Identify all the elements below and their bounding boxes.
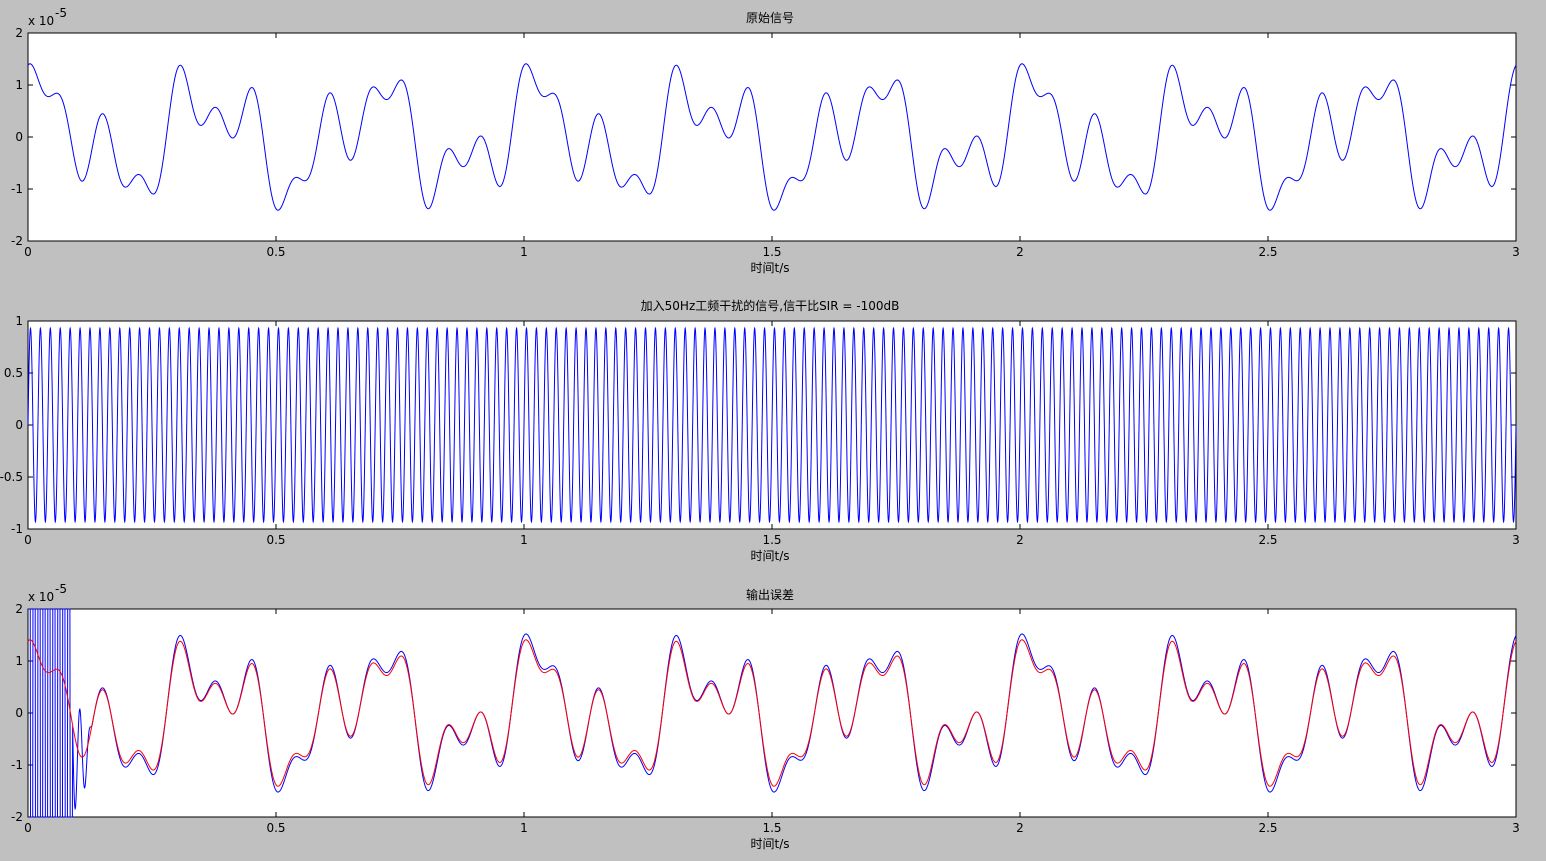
subplot3-xtick-2: 1 xyxy=(520,821,528,835)
subplot1-xtick-1: 0.5 xyxy=(266,245,285,259)
subplot3-exponent-power: -5 xyxy=(55,582,67,596)
subplot3-title: 输出误差 xyxy=(746,587,794,602)
subplot3-xtick-4: 2 xyxy=(1016,821,1024,835)
subplot3-xlabel: 时间t/s xyxy=(750,837,789,851)
subplot2-xlabel: 时间t/s xyxy=(750,549,789,563)
subplot3-xtick-6: 3 xyxy=(1512,821,1520,835)
subplot1-ytick-3: -1 xyxy=(11,182,23,196)
subplot3-ytick-3: -1 xyxy=(11,758,23,772)
subplot1-ytick-2: 0 xyxy=(15,130,23,144)
subplot1-ytick-1: 1 xyxy=(15,78,23,92)
subplot1-xtick-3: 1.5 xyxy=(762,245,781,259)
subplot3-ytick-2: 0 xyxy=(15,706,23,720)
subplot-output-error: 输出误差 x 10 -5 0 0.5 1 1.5 2 2.5 3 2 1 0 -… xyxy=(11,582,1520,851)
subplot1-xtick-2: 1 xyxy=(520,245,528,259)
subplot3-xtick-3: 1.5 xyxy=(762,821,781,835)
subplot2-xtick-1: 0.5 xyxy=(266,533,285,547)
subplot3-ytick-0: 2 xyxy=(15,602,23,616)
subplot1-signal-line xyxy=(27,63,1517,211)
subplot1-axes xyxy=(27,32,1517,242)
subplot2-xtick-5: 2.5 xyxy=(1258,533,1277,547)
subplot1-xtick-4: 2 xyxy=(1016,245,1024,259)
subplot1-title: 原始信号 xyxy=(746,11,794,25)
subplot-interfered-signal: 加入50Hz工频干扰的信号,信干比SIR = -100dB 0 0.5 1 1.… xyxy=(0,298,1520,563)
subplot3-axes xyxy=(27,608,1517,818)
subplot3-xtick-1: 0.5 xyxy=(266,821,285,835)
subplot2-ytick-0: 1 xyxy=(15,314,23,328)
subplot2-xtick-3: 1.5 xyxy=(762,533,781,547)
subplot3-error-line-blue xyxy=(28,608,1517,818)
subplot2-xtick-0: 0 xyxy=(24,533,32,547)
subplot3-error-line-red xyxy=(27,639,1517,787)
subplot2-ytick-4: -1 xyxy=(11,522,23,536)
subplot1-ticks xyxy=(27,32,1517,242)
subplot1-ytick-0: 2 xyxy=(15,26,23,40)
subplot2-xtick-4: 2 xyxy=(1016,533,1024,547)
subplot3-exponent-label: x 10 xyxy=(28,590,54,604)
subplot2-title: 加入50Hz工频干扰的信号,信干比SIR = -100dB xyxy=(641,298,900,313)
subplot1-xtick-0: 0 xyxy=(24,245,32,259)
subplot2-xtick-2: 1 xyxy=(520,533,528,547)
subplot1-ytick-4: -2 xyxy=(11,234,23,248)
subplot2-ytick-1: 0.5 xyxy=(4,366,23,380)
subplot2-signal-line xyxy=(27,326,1517,524)
subplot3-xtick-0: 0 xyxy=(24,821,32,835)
subplot2-xtick-6: 3 xyxy=(1512,533,1520,547)
subplot1-exponent-label: x 10 xyxy=(28,14,54,28)
subplot1-exponent-power: -5 xyxy=(55,6,67,20)
subplot-original-signal: 原始信号 x 10 -5 0 0.5 1 1.5 2 2.5 3 2 1 0 -… xyxy=(11,6,1520,275)
subplot1-xlabel: 时间t/s xyxy=(750,261,789,275)
subplot2-ytick-2: 0 xyxy=(15,418,23,432)
subplot3-xtick-5: 2.5 xyxy=(1258,821,1277,835)
subplot3-ytick-4: -2 xyxy=(11,810,23,824)
subplot2-ytick-3: -0.5 xyxy=(0,470,23,484)
subplot1-xtick-5: 2.5 xyxy=(1258,245,1277,259)
subplot1-xtick-6: 3 xyxy=(1512,245,1520,259)
subplot3-ytick-1: 1 xyxy=(15,654,23,668)
